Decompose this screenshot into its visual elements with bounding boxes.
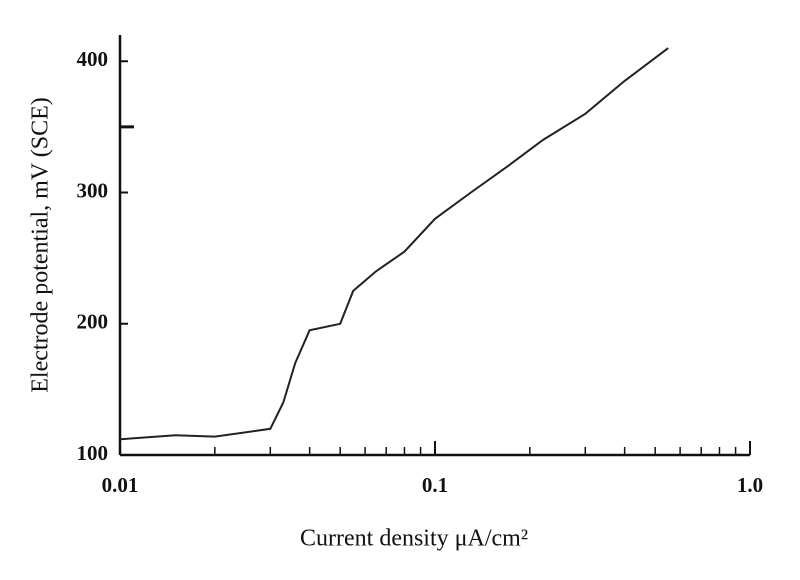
x-tick-label: 1.0 [737, 473, 763, 497]
curve [119, 47, 669, 441]
y-axis-label: Electrode potential, mV (SCE) [28, 97, 54, 393]
x-tick-label: 0.01 [102, 473, 139, 497]
y-tick-label: 100 [77, 441, 109, 465]
y-tick-label: 300 [77, 178, 109, 202]
x-tick-label: 0.1 [422, 473, 448, 497]
y-tick-label: 200 [77, 310, 109, 334]
y-tick-label: 400 [77, 47, 109, 71]
x-axis-label: Current density μA/cm² [300, 526, 528, 552]
